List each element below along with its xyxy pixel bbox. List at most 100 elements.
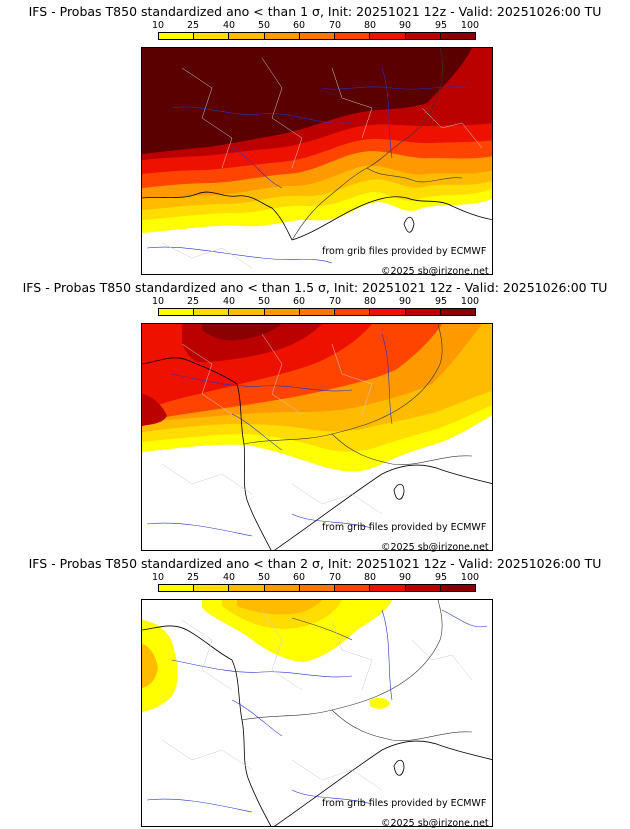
colorbar-label: 80: [363, 20, 377, 31]
colorbar-label: 100: [460, 572, 480, 583]
coastline: [142, 357, 492, 550]
map-panel-3: IFS - Probas T850 standardized ano < tha…: [0, 552, 630, 829]
region-borders: [161, 57, 483, 269]
river-lines: [146, 67, 473, 264]
colorbar-swatch: [299, 309, 336, 315]
colorbar-label: 10: [151, 572, 165, 583]
coastline: [142, 191, 492, 241]
copyright-credit: ©2025 sb@irizone.net: [381, 542, 489, 553]
colorbar-label: 40: [222, 572, 236, 583]
colorbar-label: 25: [186, 296, 200, 307]
panel-title: IFS - Probas T850 standardized ano < tha…: [22, 280, 608, 295]
grib-credit: from grib files provided by ECMWF: [322, 798, 487, 809]
colorbar-label: 70: [328, 296, 342, 307]
colorbar-label: 60: [292, 572, 306, 583]
colorbar-swatch: [335, 585, 371, 591]
map-graphic: [142, 48, 492, 269]
map-graphic: [142, 600, 492, 826]
colorbar-label: 40: [222, 20, 236, 31]
colorbar-label: 60: [292, 296, 306, 307]
colorbar-swatch: [440, 33, 475, 39]
prob-zone-10-west: [142, 620, 178, 712]
map-graphic: [142, 324, 492, 550]
region-borders: [161, 609, 473, 791]
prob-zone-10-alps: [370, 697, 390, 709]
colorbar-swatch: [405, 309, 441, 315]
colorbar-swatch: [440, 585, 475, 591]
colorbar-label: 90: [398, 20, 412, 31]
coastline: [142, 625, 492, 826]
prob-zone-40-west: [142, 644, 158, 688]
map-panel-2: IFS - Probas T850 standardized ano < tha…: [0, 276, 630, 553]
colorbar-swatch: [335, 33, 371, 39]
colorbar: [158, 308, 476, 316]
colorbar-label: 50: [257, 296, 271, 307]
colorbar-label: 60: [292, 20, 306, 31]
colorbar-swatch: [159, 585, 195, 591]
panel-title: IFS - Probas T850 standardized ano < tha…: [28, 556, 602, 571]
colorbar-swatch: [299, 33, 336, 39]
colorbar-swatch: [335, 309, 371, 315]
colorbar-label: 10: [151, 296, 165, 307]
panel-title: IFS - Probas T850 standardized ano < tha…: [28, 4, 602, 19]
colorbar-label: 40: [222, 296, 236, 307]
colorbar-swatch: [194, 585, 230, 591]
colorbar-label: 25: [186, 20, 200, 31]
probability-map: [141, 47, 493, 275]
colorbar: [158, 32, 476, 40]
prob-zone-90: [142, 324, 322, 426]
region-borders: [161, 333, 383, 515]
colorbar-label: 90: [398, 572, 412, 583]
colorbar-swatch: [159, 33, 195, 39]
colorbar-label: 50: [257, 20, 271, 31]
country-borders: [291, 48, 463, 241]
prob-zone-100: [142, 48, 472, 154]
probability-map: [141, 323, 493, 551]
prob-zone-40: [237, 600, 322, 615]
river-lines: [146, 609, 488, 813]
colorbar-swatch: [264, 309, 300, 315]
colorbar-swatch: [229, 33, 265, 39]
probability-map: [141, 599, 493, 827]
country-borders: [243, 324, 473, 465]
colorbar-labels: 10 25 40 50 60 70 80 90 95 100: [152, 572, 480, 583]
colorbar-label: 80: [363, 296, 377, 307]
colorbar-labels: 10 25 40 50 60 70 80 90 95 100: [152, 20, 480, 31]
colorbar-label: 50: [257, 572, 271, 583]
colorbar-label: 90: [398, 296, 412, 307]
prob-zone-95: [202, 324, 282, 341]
colorbar-label: 70: [328, 20, 342, 31]
colorbar-label: 25: [186, 572, 200, 583]
colorbar-label: 95: [434, 296, 448, 307]
colorbar-labels: 10 25 40 50 60 70 80 90 95 100: [152, 296, 480, 307]
colorbar-swatch: [370, 585, 406, 591]
colorbar-label: 80: [363, 572, 377, 583]
colorbar-label: 95: [434, 20, 448, 31]
copyright-credit: ©2025 sb@irizone.net: [381, 266, 489, 277]
colorbar-label: 70: [328, 572, 342, 583]
colorbar-swatch: [159, 309, 195, 315]
river-lines: [146, 333, 393, 537]
grib-credit: from grib files provided by ECMWF: [322, 246, 487, 257]
colorbar-swatch: [405, 585, 441, 591]
colorbar-swatch: [264, 33, 300, 39]
colorbar-label: 10: [151, 20, 165, 31]
map-panel-1: IFS - Probas T850 standardized ano < tha…: [0, 0, 630, 277]
colorbar-swatch: [264, 585, 300, 591]
colorbar-swatch: [440, 309, 475, 315]
colorbar-label: 95: [434, 572, 448, 583]
colorbar: [158, 584, 476, 592]
colorbar-swatch: [370, 309, 406, 315]
colorbar-swatch: [194, 309, 230, 315]
colorbar-swatch: [229, 309, 265, 315]
grib-credit: from grib files provided by ECMWF: [322, 522, 487, 533]
colorbar-swatch: [299, 585, 336, 591]
colorbar-swatch: [229, 585, 265, 591]
country-borders: [241, 600, 473, 741]
colorbar-swatch: [405, 33, 441, 39]
colorbar-label: 100: [460, 20, 480, 31]
colorbar-swatch: [370, 33, 406, 39]
copyright-credit: ©2025 sb@irizone.net: [381, 818, 489, 829]
colorbar-label: 100: [460, 296, 480, 307]
colorbar-swatch: [194, 33, 230, 39]
